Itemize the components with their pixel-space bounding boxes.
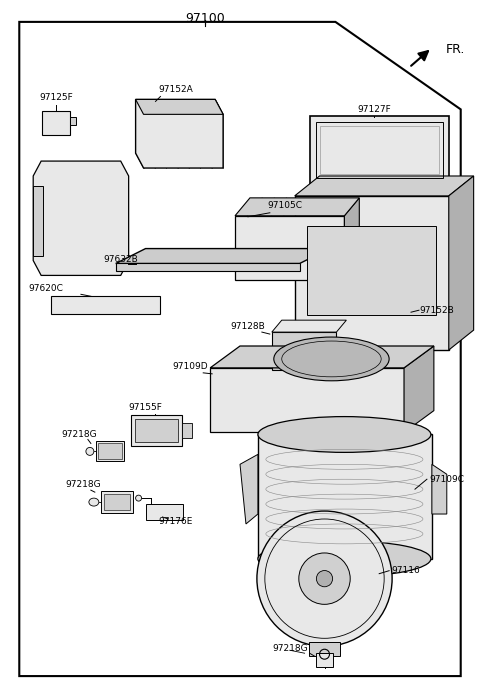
Polygon shape [136,99,223,114]
Text: 97100: 97100 [185,12,225,25]
Text: 97116: 97116 [391,566,420,575]
Polygon shape [210,346,434,368]
Polygon shape [240,455,258,524]
Polygon shape [116,249,329,263]
Polygon shape [307,226,436,315]
Text: 97620C: 97620C [29,284,63,293]
Text: 97109D: 97109D [172,362,208,371]
Text: 97128B: 97128B [230,322,265,331]
Polygon shape [272,320,347,332]
Bar [101,491,132,513]
Polygon shape [136,99,223,168]
Polygon shape [33,186,43,256]
Text: FR.: FR. [446,43,465,56]
Bar [145,504,183,520]
Ellipse shape [299,553,350,604]
Bar [182,423,192,439]
Bar [320,126,439,174]
Bar [134,419,179,442]
Polygon shape [449,176,474,350]
Ellipse shape [136,495,142,501]
Bar [96,441,124,462]
Bar [51,297,160,314]
Polygon shape [235,216,344,281]
Ellipse shape [89,498,99,506]
Text: 97218G: 97218G [272,644,308,653]
Text: 97155F: 97155F [129,403,163,412]
Bar [309,642,340,656]
Polygon shape [42,112,70,135]
Polygon shape [70,117,76,125]
Text: 97125F: 97125F [39,93,73,102]
Bar [104,494,130,510]
Text: 97632B: 97632B [103,255,138,264]
Text: 97152B: 97152B [419,306,454,315]
Text: 97218G: 97218G [65,480,101,489]
Bar [272,332,336,370]
Polygon shape [116,263,300,272]
Ellipse shape [86,448,94,455]
Polygon shape [404,346,434,432]
Polygon shape [295,176,474,196]
Bar [258,435,432,559]
Polygon shape [295,196,449,350]
Bar [310,116,449,184]
Bar [338,340,347,348]
Polygon shape [344,198,360,281]
Bar [98,444,122,459]
Polygon shape [235,198,360,216]
Ellipse shape [274,337,389,380]
Polygon shape [432,464,447,514]
Text: 97105C: 97105C [267,202,302,210]
Ellipse shape [258,541,431,577]
Ellipse shape [257,511,392,647]
Text: 97109C: 97109C [429,475,464,484]
Text: 97152A: 97152A [158,85,193,94]
Ellipse shape [316,570,333,587]
Text: 97218G: 97218G [61,430,97,439]
Polygon shape [33,161,129,275]
Bar [315,653,334,667]
Polygon shape [210,368,404,432]
Bar [315,122,443,178]
Text: 97176E: 97176E [158,518,192,527]
Text: 97127F: 97127F [357,105,391,114]
Bar [131,414,182,446]
Ellipse shape [258,416,431,453]
